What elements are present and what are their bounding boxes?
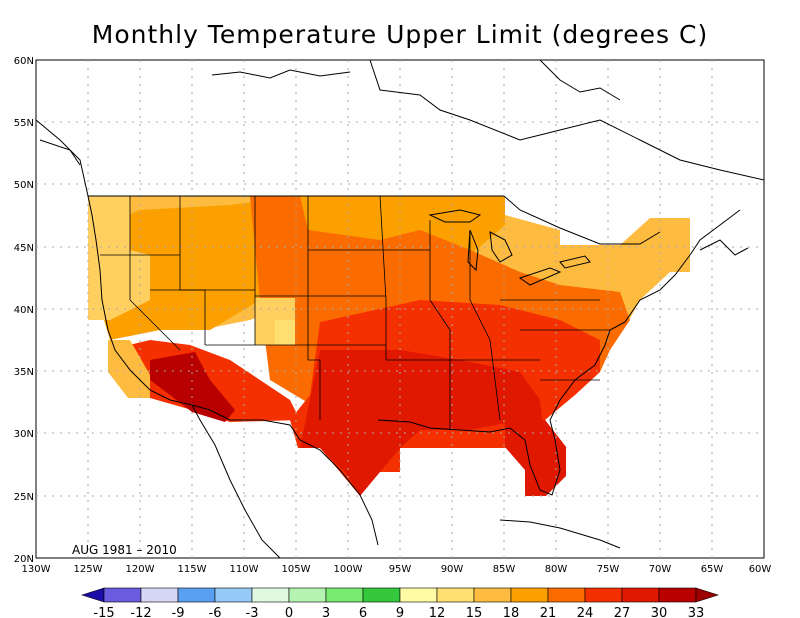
- colorbar-label: -12: [130, 606, 151, 618]
- y-tick-label: 60N: [14, 56, 34, 67]
- colorbar-label: 21: [540, 606, 557, 618]
- x-tick-label: 80W: [545, 564, 568, 575]
- colorbar-segment: [140, 587, 179, 603]
- colorbar-segment: [177, 587, 216, 603]
- y-axis: 60N 55N 50N 45N 40N 35N 30N 25N 20N: [14, 56, 34, 565]
- x-tick-label: 110W: [230, 564, 259, 575]
- colorbar-segment: [584, 587, 623, 603]
- colorbar-label: -3: [246, 606, 259, 618]
- colorbar-segment: [621, 587, 660, 603]
- colorbar-segment: [399, 587, 438, 603]
- colorbar-label: 33: [688, 606, 705, 618]
- colorbar-segment: [547, 587, 586, 603]
- colorbar-segment: [510, 587, 549, 603]
- y-tick-label: 30N: [14, 429, 34, 440]
- colorbar-label: 6: [359, 606, 367, 618]
- colorbar-segment: [288, 587, 327, 603]
- state-borders: [100, 195, 610, 430]
- colorbar-label: -6: [209, 606, 222, 618]
- colorbar-segment: [658, 587, 697, 603]
- coastlines: [35, 59, 765, 559]
- y-tick-label: 45N: [14, 243, 34, 254]
- colorbar-segment: [695, 587, 719, 603]
- x-tick-label: 120W: [126, 564, 155, 575]
- y-tick-label: 25N: [14, 492, 34, 503]
- colorbar-segment: [81, 587, 105, 603]
- colorbar-label: 27: [614, 606, 631, 618]
- colorbar-segment: [436, 587, 475, 603]
- colorbar-segment: [362, 587, 401, 603]
- great-lakes: [428, 209, 591, 286]
- colorbar-segment: [214, 587, 253, 603]
- colorbar-label: 12: [429, 606, 446, 618]
- y-tick-label: 50N: [14, 180, 34, 191]
- colorbar-label: -15: [93, 606, 114, 618]
- colorbar-label: -9: [172, 606, 185, 618]
- grid: [36, 60, 764, 558]
- x-axis: 130W 125W 120W 115W 110W 105W 100W 95W 9…: [22, 564, 772, 575]
- x-tick-label: 70W: [649, 564, 672, 575]
- field-colorado-high: [275, 320, 295, 345]
- colorbar-segment: [473, 587, 512, 603]
- x-tick-label: 85W: [493, 564, 516, 575]
- colorbar-label: 24: [577, 606, 594, 618]
- colorbar-segment: [103, 587, 142, 603]
- x-tick-label: 130W: [22, 564, 51, 575]
- y-tick-label: 35N: [14, 367, 34, 378]
- colorbar-label: 15: [466, 606, 483, 618]
- colorbar-label: 0: [285, 606, 293, 618]
- colorbar-label: 18: [503, 606, 520, 618]
- x-tick-label: 100W: [334, 564, 363, 575]
- colorbar-segment: [325, 587, 364, 603]
- x-tick-label: 65W: [701, 564, 724, 575]
- y-tick-label: 20N: [14, 554, 34, 565]
- y-tick-label: 40N: [14, 305, 34, 316]
- field-desert-core: [150, 352, 235, 422]
- x-tick-label: 125W: [74, 564, 103, 575]
- colorbar-label: 30: [651, 606, 668, 618]
- map-title: Monthly Temperature Upper Limit (degrees…: [91, 20, 709, 49]
- colorbar-label: 9: [396, 606, 404, 618]
- colorbar-segment: [251, 587, 290, 603]
- x-tick-label: 60W: [749, 564, 772, 575]
- colorbar-label: 3: [322, 606, 330, 618]
- x-tick-label: 115W: [178, 564, 207, 575]
- field-florida: [505, 420, 566, 496]
- x-tick-label: 90W: [441, 564, 464, 575]
- y-tick-label: 55N: [14, 118, 34, 129]
- x-tick-label: 105W: [282, 564, 311, 575]
- x-tick-label: 95W: [389, 564, 412, 575]
- field-deep-south: [300, 350, 566, 496]
- colorbar: [81, 587, 719, 603]
- colorbar-labels: -15 -12 -9 -6 -3 0 3 6 9 12 15 18 21 24 27 30 33: [93, 606, 704, 618]
- field-west: [88, 196, 150, 320]
- x-tick-label: 75W: [597, 564, 620, 575]
- period-label: AUG 1981 – 2010: [72, 543, 177, 557]
